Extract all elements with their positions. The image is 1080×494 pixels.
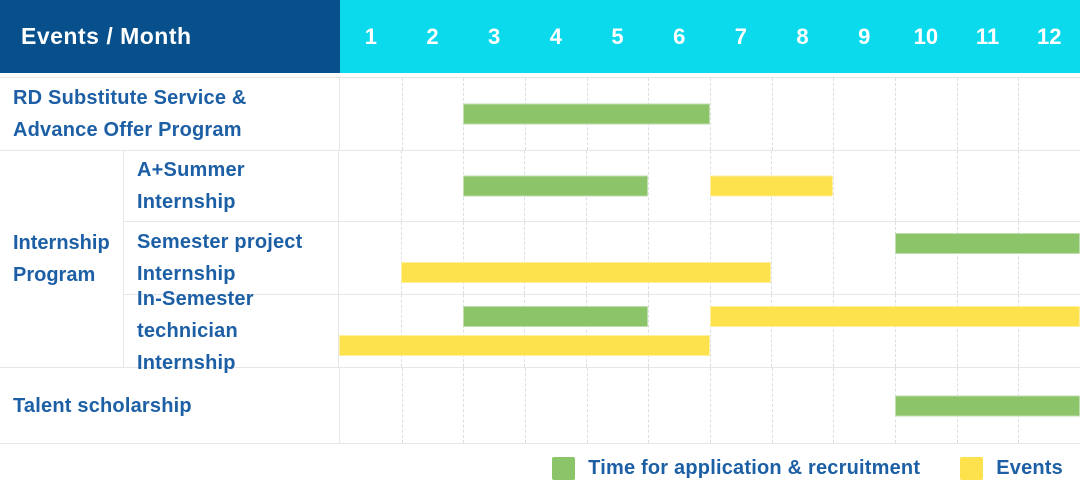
chart-area bbox=[340, 78, 1080, 150]
month-gridline bbox=[833, 368, 835, 443]
month-gridline bbox=[400, 151, 402, 221]
month-gridline bbox=[956, 295, 958, 367]
month-gridline bbox=[833, 78, 835, 150]
row-rd-substitute-service: RD Substitute Service & Advance Offer Pr… bbox=[0, 78, 1080, 151]
legend: Time for application & recruitment Event… bbox=[0, 444, 1080, 493]
gantt-bar-events bbox=[709, 175, 833, 197]
row-a-plus-summer-internship: A+Summer Internship bbox=[124, 151, 1080, 222]
month-tick-1: 1 bbox=[364, 23, 377, 49]
month-gridline bbox=[1018, 151, 1020, 221]
month-gridline bbox=[894, 222, 896, 294]
legend-swatch-events bbox=[960, 457, 984, 480]
month-tick-9: 9 bbox=[858, 23, 871, 49]
month-gridline bbox=[771, 368, 773, 443]
row-label: A+Summer Internship bbox=[124, 151, 339, 221]
month-tick-12: 12 bbox=[1036, 23, 1062, 49]
table-header: Events / Month 1 2 3 4 5 6 7 8 9 10 11 1… bbox=[0, 0, 1080, 73]
legend-item-recruitment: Time for application & recruitment bbox=[552, 457, 920, 480]
row-label: In-Semester technician Internship bbox=[124, 288, 339, 374]
month-gridline bbox=[1018, 78, 1020, 150]
chart-area bbox=[339, 295, 1080, 367]
month-gridline bbox=[709, 222, 711, 294]
month-gridline bbox=[462, 222, 464, 294]
group-internship-program: Internship Program A+Summer Internship S… bbox=[0, 151, 1080, 374]
month-gridline bbox=[833, 222, 834, 294]
month-gridline bbox=[894, 151, 896, 221]
gantt-bar-recruitment bbox=[895, 395, 1080, 416]
gantt-bar-events bbox=[400, 262, 772, 283]
legend-swatch-recruitment bbox=[552, 457, 576, 480]
gantt-bar-recruitment bbox=[462, 306, 648, 327]
month-gridline bbox=[956, 78, 958, 150]
table-body: RD Substitute Service & Advance Offer Pr… bbox=[0, 77, 1080, 444]
legend-label: Events bbox=[996, 457, 1063, 479]
month-gridline bbox=[462, 295, 464, 367]
row-label: Talent scholarship bbox=[0, 368, 340, 443]
chart-area bbox=[339, 222, 1080, 294]
month-gridline bbox=[647, 151, 649, 221]
gantt-bar-events bbox=[709, 306, 1080, 327]
row-semester-project-internship: Semester project Internship bbox=[124, 222, 1080, 295]
month-gridline bbox=[1018, 222, 1020, 294]
gantt-bar-recruitment bbox=[894, 233, 1080, 254]
month-gridline bbox=[710, 78, 711, 150]
gantt-bar-recruitment bbox=[463, 103, 710, 125]
month-gridline bbox=[525, 368, 526, 443]
month-gridline bbox=[895, 78, 896, 150]
month-gridline bbox=[401, 78, 403, 150]
month-gridline bbox=[401, 368, 403, 443]
month-tick-5: 5 bbox=[611, 23, 624, 49]
month-gridline bbox=[647, 295, 649, 367]
month-tick-2: 2 bbox=[426, 23, 439, 49]
month-gridline bbox=[463, 368, 465, 443]
gantt-bar-recruitment bbox=[462, 175, 648, 197]
month-gridline bbox=[647, 222, 649, 294]
group-rows: A+Summer Internship Semester project Int… bbox=[124, 151, 1080, 374]
month-gridline bbox=[586, 295, 587, 367]
row-in-semester-technician-internship: In-Semester technician Internship bbox=[124, 288, 1080, 374]
month-gridline bbox=[586, 368, 588, 443]
month-tick-10: 10 bbox=[913, 23, 939, 49]
row-label: RD Substitute Service & Advance Offer Pr… bbox=[0, 78, 340, 150]
gantt-bar-events bbox=[339, 335, 710, 356]
group-label: Internship Program bbox=[0, 151, 124, 367]
month-tick-11: 11 bbox=[975, 23, 1000, 49]
month-gridline bbox=[710, 368, 711, 443]
month-tick-7: 7 bbox=[734, 23, 747, 49]
month-gridline bbox=[771, 295, 773, 367]
month-gridline bbox=[894, 295, 896, 367]
legend-label: Time for application & recruitment bbox=[588, 457, 921, 479]
month-tick-4: 4 bbox=[549, 23, 562, 49]
month-gridline bbox=[400, 295, 402, 367]
header-title: Events / Month bbox=[21, 23, 192, 49]
month-gridline bbox=[524, 222, 526, 294]
month-gridline bbox=[956, 151, 958, 221]
month-tick-3: 3 bbox=[488, 23, 501, 49]
month-tick-6: 6 bbox=[673, 23, 686, 49]
month-tick-8: 8 bbox=[796, 23, 809, 49]
chart-area bbox=[339, 151, 1080, 221]
month-gridline bbox=[833, 295, 834, 367]
month-gridline bbox=[833, 151, 834, 221]
month-gridline bbox=[524, 295, 526, 367]
events-month-header-cell: Events / Month bbox=[0, 0, 340, 73]
month-gridline bbox=[709, 295, 711, 367]
month-gridline bbox=[771, 222, 773, 294]
chart-area bbox=[340, 368, 1080, 443]
month-axis: 1 2 3 4 5 6 7 8 9 10 11 12 bbox=[340, 0, 1080, 73]
month-gridline bbox=[586, 222, 587, 294]
month-gridline bbox=[400, 222, 402, 294]
month-gridline bbox=[1018, 295, 1020, 367]
month-gridline bbox=[956, 222, 958, 294]
row-label: Semester project Internship bbox=[124, 222, 339, 294]
month-gridline bbox=[771, 78, 773, 150]
legend-item-events: Events bbox=[960, 457, 1063, 480]
month-gridline bbox=[648, 368, 650, 443]
row-talent-scholarship: Talent scholarship bbox=[0, 368, 1080, 444]
